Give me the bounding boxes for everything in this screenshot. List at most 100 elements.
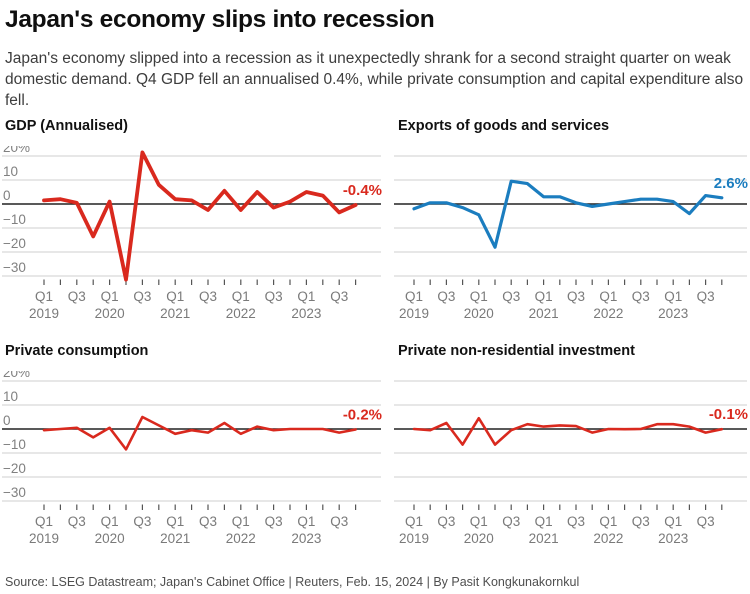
page-title: Japan's economy slips into recession — [5, 6, 435, 33]
investment-chart-title: Private non-residential investment — [398, 343, 635, 359]
gridlines — [2, 380, 381, 502]
investment-chart: Private non-residential investment Q1 Q3 Q… — [390, 341, 750, 551]
latest-value-label: -0.1% — [709, 406, 748, 423]
y-axis-label: 20% — [3, 371, 30, 380]
quarter-label: Q1 — [166, 514, 184, 529]
quarter-label: Q3 — [567, 289, 585, 304]
gridlines — [394, 155, 747, 277]
quarter-label: Q1 — [297, 289, 315, 304]
quarter-label: Q1 — [232, 514, 250, 529]
quarter-label: Q3 — [697, 289, 715, 304]
year-label: 2019 — [29, 306, 59, 321]
year-label: 2020 — [464, 306, 494, 321]
quarter-label: Q3 — [265, 289, 283, 304]
x-axis-ticks — [413, 504, 723, 510]
latest-value-label: -0.2% — [343, 406, 382, 423]
quarter-label: Q1 — [470, 289, 488, 304]
quarter-label: Q1 — [297, 514, 315, 529]
gdp-chart-title: GDP (Annualised) — [5, 118, 128, 134]
x-axis-ticks — [413, 279, 723, 285]
consumption-chart-title: Private consumption — [5, 343, 149, 359]
y-axis-label: −20 — [3, 461, 26, 476]
quarter-label: Q3 — [68, 514, 86, 529]
quarter-label: Q1 — [35, 514, 53, 529]
quarter-label: Q3 — [199, 514, 217, 529]
x-axis-ticks — [43, 504, 357, 510]
quarter-label: Q1 — [166, 289, 184, 304]
consumption-chart: Private consumption 20% 10 0 −10 −20 −30 Q1 Q3 Q… — [0, 341, 384, 551]
consumption-chart-plot: 20% 10 0 −10 −20 −30 Q1 Q3 Q1 Q3 Q1 Q3 Q1 Q3 Q1 Q3 2019 2… — [2, 371, 382, 546]
series-line — [42, 415, 357, 451]
year-label: 2021 — [160, 531, 190, 546]
quarter-label: Q3 — [567, 514, 585, 529]
y-axis-label: 0 — [3, 413, 11, 428]
x-axis-labels: Q1 Q3 Q1 Q3 Q1 Q3 Q1 Q3 Q1 Q3 2019 2020 2021 2022 2023 — [399, 514, 715, 546]
quarter-label: Q3 — [133, 514, 151, 529]
year-label: 2023 — [291, 306, 321, 321]
latest-value-label: 2.6% — [714, 175, 748, 192]
year-label: 2022 — [593, 306, 623, 321]
gdp-chart-plot: 20% 10 0 −10 −20 −30 Q1 Q3 Q1 Q3 Q1 Q3 Q1 Q3 Q1 Q3 2019 2… — [2, 146, 382, 321]
year-label: 2019 — [399, 306, 429, 321]
y-axis-labels: 20% 10 0 −10 −20 −30 — [3, 371, 30, 500]
year-label: 2023 — [658, 531, 688, 546]
y-axis-labels: 20% 10 0 −10 −20 −30 — [3, 146, 30, 275]
source-line: Source: LSEG Datastream; Japan's Cabinet… — [5, 575, 580, 589]
year-label: 2020 — [95, 306, 125, 321]
quarter-label: Q1 — [405, 514, 423, 529]
quarter-label: Q1 — [101, 289, 119, 304]
year-label: 2021 — [160, 306, 190, 321]
quarter-label: Q1 — [232, 289, 250, 304]
quarter-label: Q3 — [437, 514, 455, 529]
series-line — [412, 416, 724, 446]
y-axis-label: 10 — [3, 164, 18, 179]
quarter-label: Q1 — [664, 289, 682, 304]
exports-chart-plot: Q1 Q3 Q1 Q3 Q1 Q3 Q1 Q3 Q1 Q3 2019 2020 2021 2022 2023… — [394, 155, 748, 321]
y-axis-label: −10 — [3, 437, 26, 452]
quarter-label: Q3 — [265, 514, 283, 529]
quarter-label: Q1 — [405, 289, 423, 304]
y-axis-label: −10 — [3, 212, 26, 227]
y-axis-label: −20 — [3, 236, 26, 251]
quarter-label: Q3 — [632, 289, 650, 304]
quarter-label: Q3 — [502, 514, 520, 529]
x-axis-labels: Q1 Q3 Q1 Q3 Q1 Q3 Q1 Q3 Q1 Q3 2019 2020 2021 2022 2023 — [29, 289, 348, 321]
year-label: 2020 — [95, 531, 125, 546]
year-label: 2022 — [593, 531, 623, 546]
y-axis-label: 10 — [3, 389, 18, 404]
year-label: 2022 — [226, 306, 256, 321]
series-line — [42, 150, 358, 282]
year-label: 2023 — [658, 306, 688, 321]
quarter-label: Q1 — [599, 289, 617, 304]
investment-chart-plot: Q1 Q3 Q1 Q3 Q1 Q3 Q1 Q3 Q1 Q3 2019 2020 2021 2022 2023… — [394, 380, 748, 546]
quarter-label: Q3 — [697, 514, 715, 529]
year-label: 2020 — [464, 531, 494, 546]
quarter-label: Q3 — [68, 289, 86, 304]
year-label: 2021 — [529, 306, 559, 321]
y-axis-label: −30 — [3, 260, 26, 275]
quarter-label: Q3 — [330, 289, 348, 304]
x-axis-labels: Q1 Q3 Q1 Q3 Q1 Q3 Q1 Q3 Q1 Q3 2019 2020 2021 2022 2023 — [29, 514, 348, 546]
x-axis-labels: Q1 Q3 Q1 Q3 Q1 Q3 Q1 Q3 Q1 Q3 2019 2020 2021 2022 2023 — [399, 289, 715, 321]
quarter-label: Q1 — [101, 514, 119, 529]
year-label: 2022 — [226, 531, 256, 546]
page-subtitle: Japan's economy slipped into a recession… — [5, 50, 744, 109]
quarter-label: Q1 — [35, 289, 53, 304]
latest-value-label: -0.4% — [343, 182, 382, 199]
y-axis-label: −30 — [3, 485, 26, 500]
quarter-label: Q1 — [535, 289, 553, 304]
quarter-label: Q3 — [632, 514, 650, 529]
gdp-chart: GDP (Annualised) 20% 10 0 −10 −20 −30 Q1 Q3 Q1 Q3… — [0, 116, 384, 326]
exports-chart: Exports of goods and services Q1 Q3 Q1 Q3 Q1… — [390, 116, 750, 326]
exports-chart-title: Exports of goods and services — [398, 118, 610, 134]
year-label: 2019 — [29, 531, 59, 546]
y-axis-label: 0 — [3, 188, 11, 203]
x-axis-ticks — [43, 279, 357, 285]
quarter-label: Q1 — [470, 514, 488, 529]
quarter-label: Q3 — [502, 289, 520, 304]
quarter-label: Q1 — [599, 514, 617, 529]
year-label: 2023 — [291, 531, 321, 546]
gridlines — [394, 380, 747, 502]
year-label: 2019 — [399, 531, 429, 546]
